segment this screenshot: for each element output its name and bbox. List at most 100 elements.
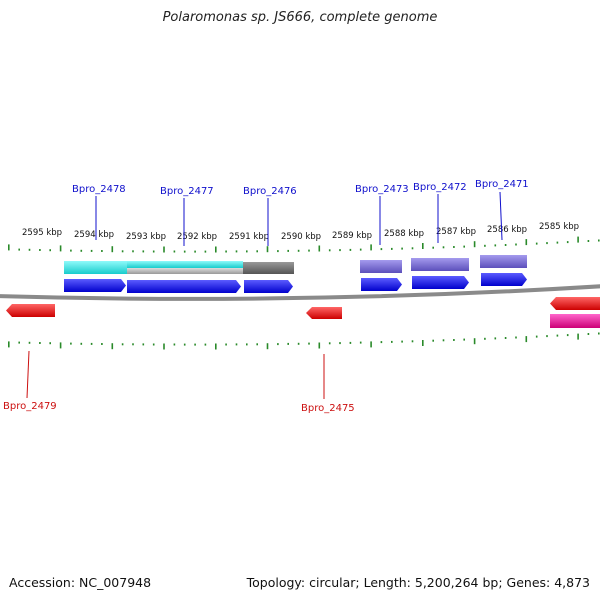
reverse-gene-arrow[interactable] [306, 307, 342, 319]
upper-ticks [8, 236, 600, 253]
major-tick [318, 245, 321, 252]
feature-bar-darkgray[interactable] [243, 262, 294, 274]
gene-label-forward[interactable]: Bpro_2476 [243, 186, 297, 197]
minor-tick [80, 249, 83, 252]
minor-tick [204, 343, 207, 346]
forward-gene-arrow[interactable] [361, 278, 402, 291]
kbp-label: 2588 kbp [384, 229, 424, 239]
kbp-label: 2586 kbp [487, 225, 527, 235]
gene-callout-line [499, 191, 503, 241]
lower-ticks [8, 332, 600, 350]
major-tick [422, 340, 424, 346]
minor-tick [235, 343, 238, 346]
minor-tick [256, 343, 258, 346]
minor-tick [90, 342, 93, 345]
feature-bar-purple[interactable] [411, 258, 469, 271]
minor-tick [432, 246, 434, 249]
minor-tick [246, 343, 248, 346]
major-tick [473, 338, 476, 345]
minor-tick [566, 241, 569, 244]
feature-bar-magenta[interactable] [550, 314, 600, 328]
minor-tick [339, 249, 341, 252]
feature-bar-gray[interactable] [127, 268, 243, 274]
minor-tick [359, 248, 362, 251]
minor-tick [401, 247, 403, 250]
forward-gene-arrow[interactable] [127, 280, 241, 293]
minor-tick [256, 250, 258, 253]
minor-tick [18, 341, 20, 344]
minor-tick [494, 337, 497, 340]
feature-bar-purple[interactable] [480, 255, 527, 268]
major-tick [577, 333, 579, 340]
kbp-label: 2591 kbp [229, 232, 269, 242]
minor-tick [598, 239, 600, 242]
minor-tick [49, 249, 51, 252]
minor-tick [287, 342, 289, 345]
minor-tick [546, 335, 548, 338]
minor-tick [432, 339, 434, 342]
major-tick [370, 244, 372, 251]
minor-tick [152, 343, 155, 346]
major-tick [163, 343, 165, 350]
gene-label-forward[interactable]: Bpro_2478 [72, 184, 126, 195]
major-tick [266, 246, 269, 253]
minor-tick [246, 250, 248, 253]
minor-tick [49, 342, 51, 345]
minor-tick [535, 335, 538, 338]
minor-tick [287, 249, 289, 252]
minor-tick [204, 250, 207, 253]
gene-label-forward[interactable]: Bpro_2473 [355, 184, 409, 195]
major-tick [59, 245, 62, 252]
feature-bar-cyan[interactable] [127, 261, 243, 268]
reverse-gene-arrow[interactable] [6, 304, 55, 317]
gene-label-forward[interactable]: Bpro_2472 [413, 182, 467, 193]
minor-tick [546, 242, 548, 245]
minor-tick [173, 250, 176, 253]
reverse-gene-arrow[interactable] [550, 297, 600, 310]
minor-tick [80, 342, 83, 345]
minor-tick [442, 339, 445, 342]
gene-label-reverse[interactable]: Bpro_2479 [3, 401, 57, 412]
minor-tick [90, 249, 93, 252]
minor-tick [411, 340, 414, 343]
minor-tick [142, 250, 145, 253]
minor-tick [535, 242, 538, 245]
minor-tick [277, 343, 279, 346]
kbp-label: 2593 kbp [126, 232, 166, 242]
minor-tick [297, 342, 300, 345]
minor-tick [194, 250, 196, 253]
kbp-label: 2594 kbp [74, 230, 114, 240]
topology-label: Topology: circular; Length: 5,200,264 bp… [246, 575, 590, 590]
minor-tick [277, 250, 279, 253]
kbp-label: 2590 kbp [281, 232, 321, 242]
gene-callout-line [26, 350, 30, 399]
gene-label-reverse[interactable]: Bpro_2475 [301, 403, 355, 414]
major-tick [8, 244, 10, 251]
minor-tick [101, 250, 103, 252]
major-tick [318, 342, 321, 349]
minor-tick [359, 341, 362, 344]
feature-bar-cyan[interactable] [64, 261, 128, 274]
feature-bar-purple[interactable] [360, 260, 402, 273]
gene-label-forward[interactable]: Bpro_2471 [475, 179, 529, 190]
minor-tick [442, 246, 445, 249]
gene-label-forward[interactable]: Bpro_2477 [160, 186, 214, 197]
minor-tick [598, 332, 600, 335]
forward-gene-arrow[interactable] [244, 280, 293, 293]
minor-tick [463, 338, 465, 341]
forward-gene-arrow[interactable] [64, 279, 126, 292]
kbp-label: 2587 kbp [436, 227, 476, 237]
minor-tick [328, 249, 331, 252]
kbp-label: 2595 kbp [22, 228, 62, 238]
minor-tick [70, 249, 72, 252]
major-tick [59, 342, 62, 349]
minor-tick [142, 343, 145, 346]
minor-tick [504, 244, 507, 246]
minor-tick [183, 343, 186, 346]
minor-tick [328, 342, 331, 345]
minor-tick [70, 342, 72, 345]
forward-gene-arrow[interactable] [412, 276, 469, 289]
kbp-label: 2589 kbp [332, 231, 372, 241]
forward-gene-arrow[interactable] [481, 273, 527, 286]
